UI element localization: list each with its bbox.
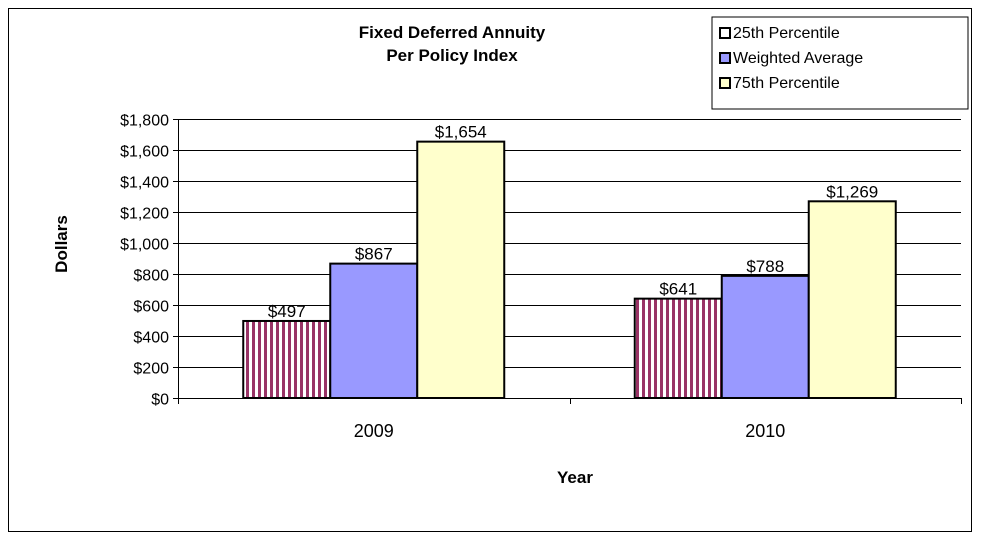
bar-75th-percentile-2010	[807, 200, 897, 399]
y-tick-label: $1,000	[120, 237, 169, 254]
data-label: $641	[659, 280, 697, 299]
chart-title: Fixed Deferred Annuity Per Policy Index	[359, 23, 546, 65]
data-label: $1,269	[826, 182, 878, 201]
data-labels: $497 $867 $1,654 $641 $788 $1,269	[268, 123, 878, 321]
bar-weighted-average-2009	[329, 262, 419, 399]
data-label: $1,654	[435, 123, 487, 142]
bars	[242, 140, 897, 399]
x-axis-title: Year	[557, 468, 593, 487]
axes: $0 $200 $400 $600 $800 $1,000 $1,200 $1,400 $1,6…	[120, 113, 962, 441]
bar-75th-percentile-2009	[416, 140, 506, 399]
data-label: $867	[355, 245, 393, 264]
y-tick-label: $1,800	[120, 113, 169, 130]
bar-25th-percentile-2009	[242, 319, 332, 399]
legend-label: 75th Percentile	[733, 75, 840, 92]
y-tick-label: $800	[133, 268, 169, 285]
y-tick-label: $1,200	[120, 206, 169, 223]
legend-swatch	[719, 52, 731, 64]
legend-box	[711, 16, 969, 110]
x-tick-label: 2009	[354, 421, 394, 441]
y-axis-title: Dollars	[52, 215, 71, 273]
y-tick-label: $400	[133, 330, 169, 347]
chart-title-line-1: Fixed Deferred Annuity	[359, 23, 546, 42]
legend-swatch	[719, 27, 731, 39]
y-tick-label: $1,600	[120, 144, 169, 161]
data-label: $497	[268, 302, 306, 321]
y-tick-label: $0	[151, 392, 169, 409]
chart-title-line-2: Per Policy Index	[386, 46, 518, 65]
y-tick-label: $200	[133, 361, 169, 378]
bar-25th-percentile-2010	[633, 297, 723, 399]
legend-label: Weighted Average	[733, 50, 863, 67]
bar-weighted-average-2010	[720, 274, 810, 399]
legend-label: 25th Percentile	[733, 25, 840, 42]
legend: 25th Percentile Weighted Average 75th Perc…	[711, 16, 969, 110]
y-tick-label: $1,400	[120, 175, 169, 192]
x-tick-label: 2010	[745, 421, 785, 441]
legend-swatch	[719, 77, 731, 89]
y-tick-label: $600	[133, 299, 169, 316]
data-label: $788	[746, 257, 784, 276]
